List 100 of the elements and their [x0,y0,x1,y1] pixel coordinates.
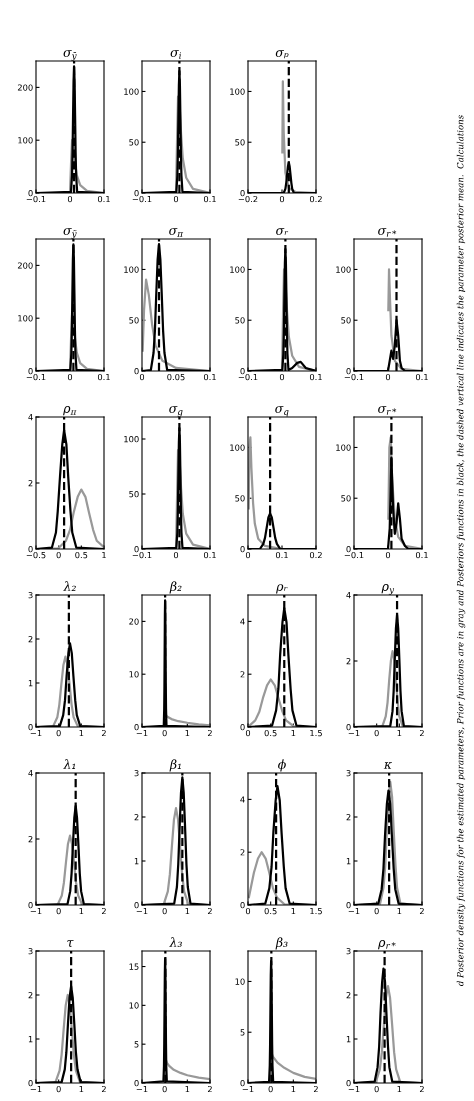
y-tick-label: 2 [28,835,33,843]
chart-title: τ [67,940,74,947]
x-tick-label: 0 [162,907,167,915]
chart-title: σₚ [275,50,289,59]
y-tick-label: 1 [346,1036,351,1043]
y-tick-label: 50 [235,317,245,324]
x-tick-label: 2 [207,1085,212,1093]
x-tick-label: 0.1 [415,551,428,559]
x-tick-label: 1.5 [310,908,322,915]
y-tick-label: 0 [240,723,245,731]
x-tick-label: −1 [242,1086,254,1093]
y-tick-label: 5 [240,1029,245,1036]
x-tick-label: −0.5 [26,551,46,559]
x-tick-label: 0 [245,907,251,915]
y-tick-label: 20 [129,618,139,625]
chart-title: σ$_{q}$ [275,406,289,417]
y-tick-label: 100 [18,315,33,322]
x-tick-label: 0 [139,373,145,381]
y-tick-label: 1 [28,1036,33,1043]
x-tick-label: 2 [101,907,106,915]
y-tick-label: 0 [134,723,139,731]
x-tick-label: 0 [56,907,61,915]
y-tick-label: 0 [346,545,351,553]
y-tick-label: 100 [124,435,139,443]
y-tick-label: 2 [28,635,33,643]
x-tick-label: 2 [101,1085,106,1093]
y-tick-label: 2 [346,657,351,665]
x-tick-label: −0.1 [344,551,364,559]
y-tick-label: 0 [346,723,351,731]
x-tick-label: 1 [79,730,84,737]
chart-title: ρ$_{π}$ [63,406,77,416]
x-tick-label: 1 [397,908,402,915]
x-tick-label: −0.1 [238,373,258,381]
x-tick-label: 1 [291,730,296,737]
x-tick-label: 0 [279,195,285,203]
y-tick-label: 50 [129,490,139,498]
x-tick-label: 0 [162,729,167,737]
x-tick-label: −1 [136,1086,148,1093]
x-tick-label: 0.5 [75,551,88,559]
x-tick-label: −1 [348,908,360,915]
x-tick-label: 0 [279,373,285,381]
x-tick-label: −0.1 [26,195,46,203]
y-tick-label: 3 [28,947,33,955]
x-tick-label: 0 [374,729,379,737]
chart-title: β₃ [275,937,288,950]
x-tick-label: 0.5 [264,729,277,737]
y-tick-label: 0 [346,1079,351,1087]
x-tick-label: −1 [136,730,148,737]
y-tick-label: 50 [341,495,351,502]
x-tick-label: 0.1 [309,373,322,381]
x-tick-label: 0.1 [97,195,110,203]
x-tick-label: 1.5 [310,730,322,737]
y-tick-label: 2 [240,849,245,856]
y-tick-label: 4 [28,414,33,421]
chart-title: κ [383,762,392,769]
y-tick-label: 10 [129,671,139,678]
x-tick-label: −1 [348,730,360,737]
x-tick-label: 0.1 [203,373,216,381]
x-tick-label: 0 [67,373,73,381]
x-tick-label: −1 [30,730,42,737]
x-tick-label: 0 [56,729,61,737]
x-tick-label: 2 [419,1085,424,1093]
x-tick-label: 2 [419,729,424,737]
x-tick-label: 0 [56,1085,61,1093]
y-tick-label: 2 [134,813,139,821]
x-tick-label: 0.05 [167,373,185,381]
x-tick-label: −1 [30,1086,42,1093]
y-tick-label: 50 [235,495,245,502]
x-tick-label: 1 [185,730,190,737]
y-tick-label: 3 [134,769,139,777]
y-tick-label: 4 [240,796,245,803]
x-tick-label: 0 [173,195,179,203]
y-tick-label: 50 [341,317,351,324]
chart-title: σᵣ [276,228,289,236]
y-tick-label: 4 [346,592,351,599]
x-tick-label: 1 [185,1086,190,1093]
y-tick-label: 0 [134,901,139,909]
y-tick-label: 3 [346,769,351,777]
chart-title: σ$_{r*}$ [378,228,397,237]
y-tick-label: 2 [28,991,33,999]
y-tick-label: 0 [240,367,245,375]
y-tick-label: 50 [235,139,245,146]
y-tick-label: 0 [28,1079,33,1087]
x-tick-label: 1 [291,1086,296,1093]
x-tick-label: −0.2 [238,195,258,203]
x-tick-label: 1 [397,730,402,737]
y-tick-label: 0 [240,189,245,197]
x-tick-label: 0 [385,373,391,381]
x-tick-label: 0.1 [97,373,110,381]
y-tick-label: 100 [336,444,351,451]
x-tick-label: 0 [374,907,379,915]
x-tick-label: 0 [268,1085,273,1093]
line-series [387,436,422,549]
x-tick-label: 0 [374,1085,379,1093]
x-tick-label: 2 [207,729,212,737]
y-tick-label: 4 [240,618,245,625]
y-tick-label: 1 [346,858,351,865]
y-tick-label: 0 [240,1079,245,1087]
chart-title: σ$_{π}$ [169,228,184,237]
y-tick-label: 10 [235,978,245,985]
